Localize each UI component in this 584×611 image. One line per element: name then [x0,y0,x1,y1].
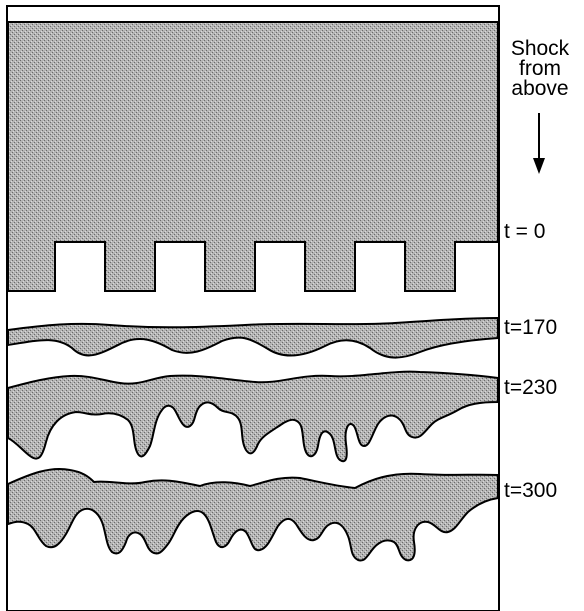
interface-t0 [7,21,499,292]
time-label-t0: t = 0 [504,220,545,243]
time-label-t170: t=170 [504,316,557,339]
time-label-t300: t=300 [504,479,557,502]
arrow-down-icon [533,113,545,174]
interface-t300 [7,468,499,562]
time-label-t230: t=230 [504,376,557,399]
annotation-line-2: from [519,57,561,80]
interface-t230 [7,370,499,463]
annotation-line-1: Shock [511,37,570,60]
annotation-line-3: above [511,77,568,100]
interface-t170 [7,316,499,359]
